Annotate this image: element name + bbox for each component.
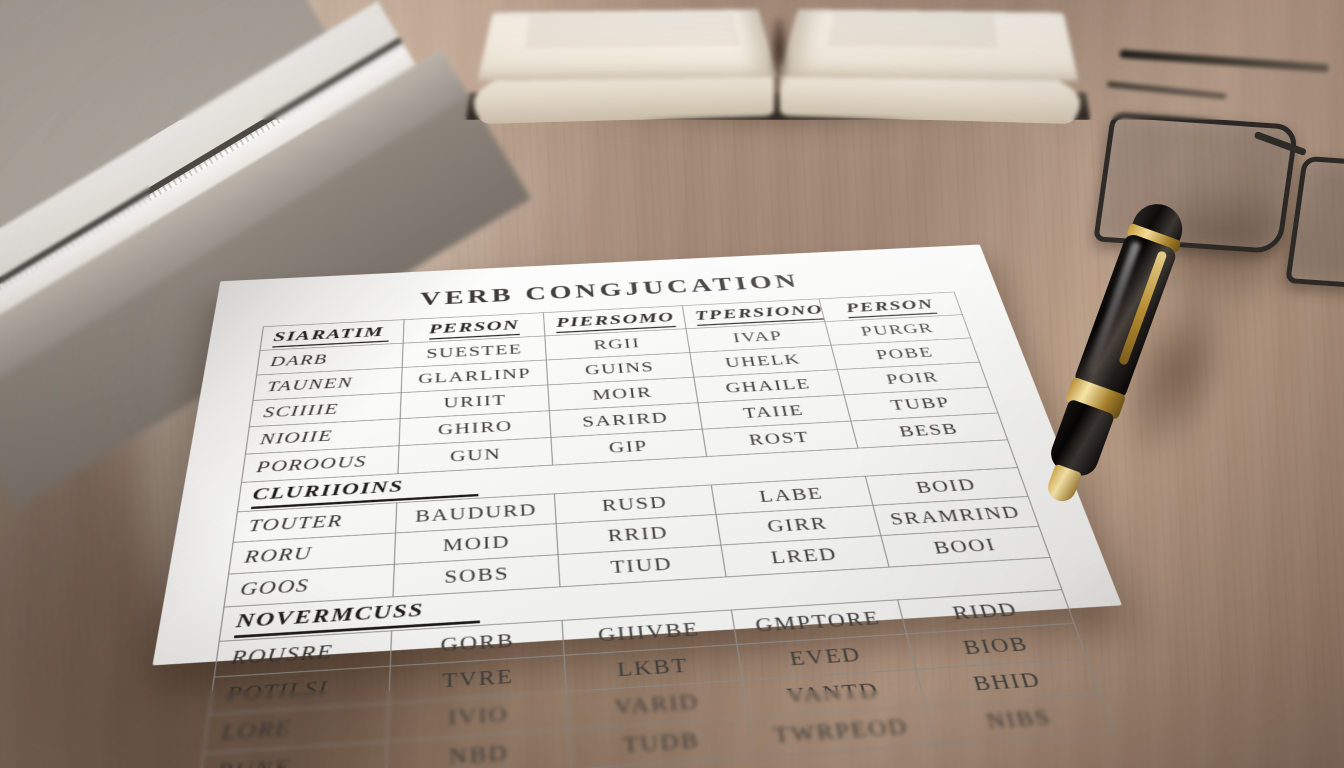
book-text-lines-left	[524, 14, 740, 47]
conjugation-table: SIARATIM PERSON PIERSOMO TPERSIONO PERSO…	[197, 292, 1114, 768]
column-header-1-label: SIARATIM	[272, 322, 390, 348]
book-text-lines-right	[827, 14, 998, 47]
worksheet-content: VERB CONGJUCATION SIARATIM PERSON PIERSO…	[197, 263, 1114, 768]
book-gutter	[766, 18, 792, 110]
column-header-5-label: PERSON	[843, 295, 937, 318]
book-page-left	[477, 9, 778, 81]
column-header-2-label: PERSON	[428, 316, 520, 340]
eyeglasses-temple-arm-secondary	[1106, 81, 1227, 100]
worksheet-paper[interactable]: VERB CONGJUCATION SIARATIM PERSON PIERSO…	[152, 244, 1122, 768]
open-book	[458, 0, 1108, 162]
book-page-right	[778, 9, 1079, 81]
eyeglasses-temple-arm	[1119, 49, 1330, 73]
